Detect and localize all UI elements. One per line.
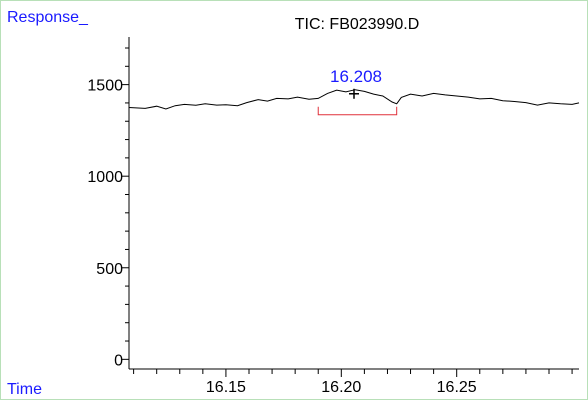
y-tick-label: 0	[114, 352, 123, 369]
axes-group	[128, 37, 579, 370]
y-axis-label: Response_	[7, 9, 89, 26]
y-tick-label: 500	[96, 261, 123, 278]
x-tick-label: 16.25	[437, 379, 477, 396]
peak-retention-time-label: 16.208	[330, 67, 382, 86]
peak-integration-bracket	[317, 106, 398, 116]
y-tick-label: 1500	[87, 78, 123, 95]
chart-title: TIC: FB023990.D	[295, 16, 420, 33]
tic-trace-line	[128, 89, 580, 110]
x-tick-label: 16.15	[206, 379, 246, 396]
tick-group: 0 500 1000 1500 16.15 16.20 16.25	[87, 47, 573, 396]
x-tick-label: 16.20	[321, 379, 361, 396]
x-axis-label: Time	[7, 381, 42, 398]
peak-annotation-group: 16.208	[317, 67, 398, 116]
plot-group	[128, 89, 580, 110]
y-tick-label: 1000	[87, 169, 123, 186]
